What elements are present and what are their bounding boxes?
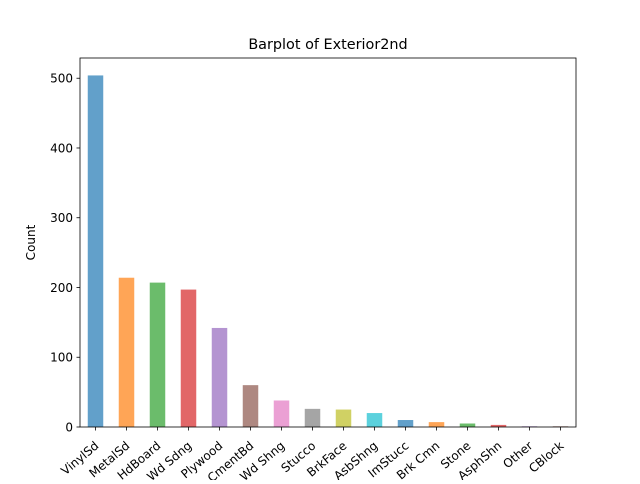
y-tick-label: 500 (50, 72, 73, 86)
y-tick-label: 0 (65, 420, 73, 434)
y-axis-ticks: 0 100 200 300 400 500 (50, 72, 80, 434)
bar-asphshn (490, 424, 507, 427)
bar-stone (459, 423, 476, 427)
bar-plywood (211, 327, 228, 427)
bar-vinylsd (87, 75, 104, 427)
bar-stucco (304, 408, 321, 427)
y-tick-label: 200 (50, 281, 73, 295)
bar-imstucc (397, 420, 414, 427)
y-axis-label: Count (24, 224, 38, 260)
x-tick-label: CBlock (526, 439, 566, 476)
plot-frame (79, 57, 577, 428)
y-tick-label: 300 (50, 211, 73, 225)
bar-wd-shng (273, 400, 290, 427)
bar-hdboard (149, 282, 166, 427)
bar-brkface (335, 409, 352, 427)
chart-title: Barplot of Exterior2nd (248, 37, 407, 53)
y-tick-label: 100 (50, 351, 73, 365)
bars-group (87, 75, 569, 427)
y-tick-label: 400 (50, 141, 73, 155)
bar-asbshng (366, 413, 383, 427)
bar-wd-sdng (180, 289, 197, 427)
bar-metalsd (118, 277, 135, 427)
bar-cmentbd (242, 385, 259, 427)
bar-brk-cmn (428, 422, 445, 427)
